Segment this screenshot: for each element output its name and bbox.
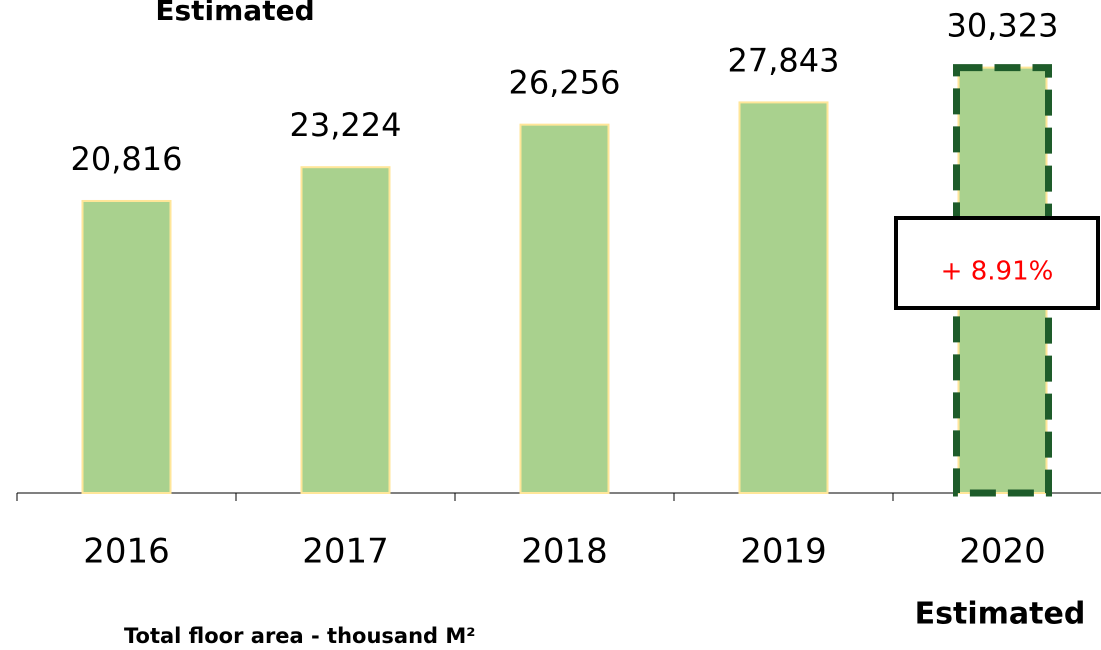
x-tick-label: 2019 [740, 532, 827, 572]
x-tick-label: 2017 [302, 532, 389, 572]
value-label: 20,816 [71, 140, 183, 178]
bar [300, 166, 391, 494]
bar [519, 123, 610, 494]
x-axis-label: Total floor area - thousand M² [124, 624, 475, 648]
annotation: Estimated [155, 0, 314, 27]
annotation: Estimated [915, 597, 1086, 632]
bar [738, 101, 829, 494]
x-tick-label: 2020 [959, 532, 1046, 572]
value-label: 23,224 [290, 106, 402, 144]
annotation: + 8.91% [941, 257, 1054, 287]
x-tick-label: 2016 [83, 532, 170, 572]
value-label: 27,843 [728, 41, 840, 79]
value-label: 30,323 [947, 7, 1059, 45]
value-label: 26,256 [509, 64, 621, 102]
x-tick-label: 2018 [521, 532, 608, 572]
bar [81, 199, 172, 494]
annotation-box [894, 216, 1100, 310]
